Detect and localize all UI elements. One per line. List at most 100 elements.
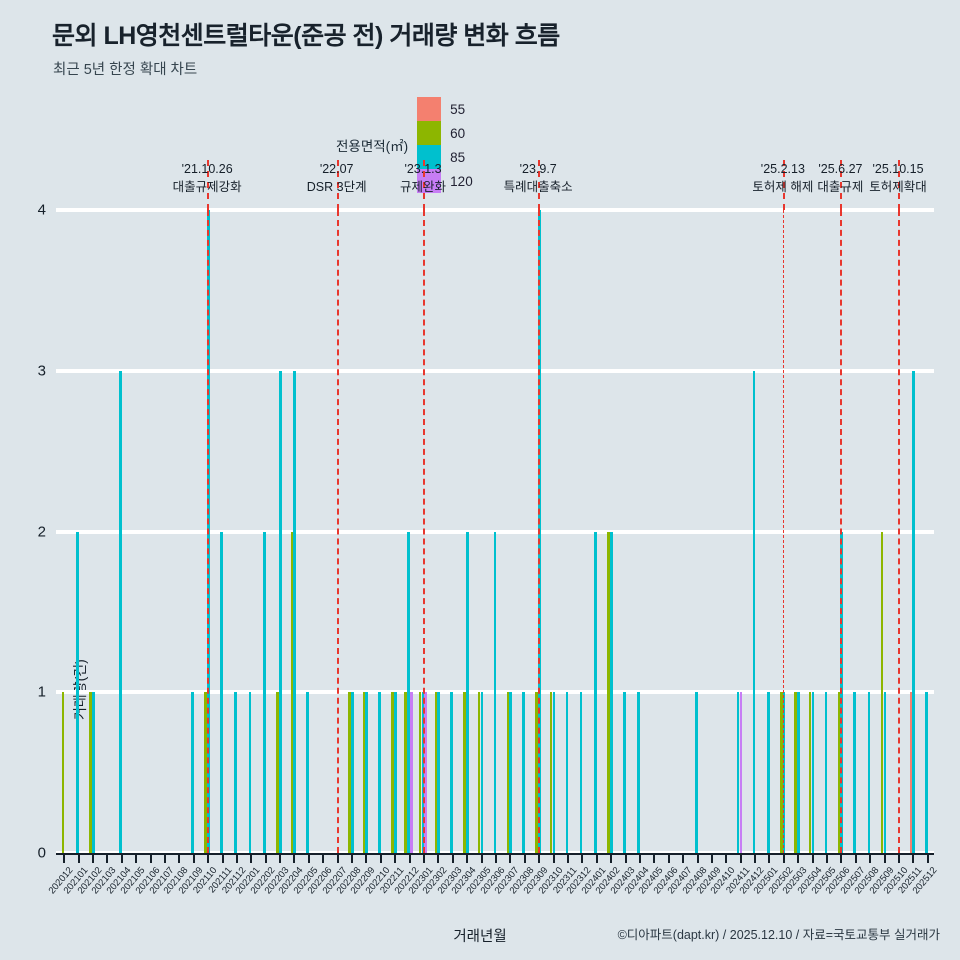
page-title: 문외 LH영천센트럴타운(준공 전) 거래량 변화 흐름 bbox=[52, 22, 560, 50]
x-tick bbox=[307, 853, 310, 863]
bar-202307-85[interactable] bbox=[509, 692, 512, 853]
x-tick bbox=[840, 853, 843, 863]
x-tick bbox=[552, 853, 555, 863]
bar-202212-120[interactable] bbox=[410, 692, 413, 853]
bar-202204-60[interactable] bbox=[290, 531, 294, 853]
bar-202504-85[interactable] bbox=[811, 692, 815, 853]
bar-202201-85[interactable] bbox=[248, 692, 252, 853]
bar-202511-85[interactable] bbox=[912, 370, 915, 853]
event-marker-line bbox=[782, 210, 784, 853]
bar-202502-85[interactable] bbox=[782, 692, 786, 853]
event-annotation: '23.1.3 규제완화 bbox=[400, 160, 446, 196]
bar-202208-60[interactable] bbox=[348, 692, 351, 853]
bar-202308-85[interactable] bbox=[522, 692, 525, 853]
x-tick bbox=[495, 853, 497, 863]
bar-202501-85[interactable] bbox=[767, 692, 770, 853]
event-annotation-text: 토허제확대 bbox=[869, 180, 927, 194]
bar-202212-85[interactable] bbox=[407, 531, 410, 853]
bar-202209-60[interactable] bbox=[362, 692, 366, 853]
bar-202212-60[interactable] bbox=[404, 692, 407, 853]
legend-item-120[interactable]: 120 bbox=[417, 169, 487, 193]
bar-202303-85[interactable] bbox=[450, 692, 453, 853]
bar-202506-60[interactable] bbox=[837, 692, 841, 853]
x-tick bbox=[883, 853, 886, 863]
x-tick bbox=[739, 853, 742, 863]
bar-202111-85[interactable] bbox=[220, 531, 223, 853]
page-subtitle: 최근 5년 한정 확대 차트 bbox=[53, 62, 198, 78]
bar-202209-85[interactable] bbox=[365, 692, 368, 853]
event-marker-stub bbox=[840, 160, 843, 210]
bar-202306-85[interactable] bbox=[493, 531, 497, 853]
event-annotation: '25.2.13 토허제 해제 bbox=[752, 160, 813, 196]
bar-202102-60[interactable] bbox=[89, 692, 92, 853]
y-tick-label: 3 bbox=[37, 362, 46, 380]
x-tick bbox=[106, 853, 109, 863]
bar-202502-60[interactable] bbox=[779, 692, 783, 853]
bar-202411-85[interactable] bbox=[736, 692, 740, 853]
bar-202310-85[interactable] bbox=[552, 692, 556, 853]
bar-202102-85[interactable] bbox=[91, 692, 95, 853]
bar-202402-85[interactable] bbox=[610, 531, 613, 853]
x-tick bbox=[379, 853, 382, 863]
bar-202211-60[interactable] bbox=[391, 692, 394, 853]
event-annotation-text: 토허제 해제 bbox=[752, 180, 814, 194]
bar-202307-60[interactable] bbox=[506, 692, 510, 853]
event-annotation-text: 특례대출축소 bbox=[503, 180, 573, 194]
x-tick bbox=[826, 853, 829, 863]
bar-202504-60[interactable] bbox=[808, 692, 812, 853]
bar-202110-60[interactable] bbox=[204, 692, 207, 853]
bar-202012-60[interactable] bbox=[61, 692, 65, 853]
bar-202211-85[interactable] bbox=[394, 692, 397, 853]
bar-202205-85[interactable] bbox=[306, 692, 309, 853]
legend-title: 전용면적(㎡) bbox=[336, 139, 409, 154]
y-tick-label: 4 bbox=[37, 201, 46, 219]
bar-202401-85[interactable] bbox=[594, 531, 597, 853]
bar-202301-60[interactable] bbox=[418, 692, 422, 853]
bar-202104-85[interactable] bbox=[119, 370, 122, 853]
legend-item-60[interactable]: 60 bbox=[417, 121, 487, 145]
bar-202505-85[interactable] bbox=[824, 692, 828, 853]
bar-202509-85[interactable] bbox=[883, 692, 887, 853]
bar-202402-60[interactable] bbox=[607, 531, 610, 853]
legend-item-85[interactable]: 85 bbox=[417, 145, 487, 169]
bar-202203-60[interactable] bbox=[276, 692, 279, 853]
bar-202403-85[interactable] bbox=[623, 692, 626, 853]
bar-202411-120[interactable] bbox=[739, 692, 743, 853]
bar-202503-85[interactable] bbox=[797, 692, 800, 853]
bar-202312-85[interactable] bbox=[579, 692, 583, 853]
bar-202101-85[interactable] bbox=[76, 531, 79, 853]
bar-202210-85[interactable] bbox=[378, 692, 381, 853]
bar-202309-60[interactable] bbox=[535, 692, 538, 853]
bar-202302-60[interactable] bbox=[434, 692, 438, 853]
bar-202203-85[interactable] bbox=[279, 370, 282, 853]
x-tick bbox=[322, 853, 325, 863]
bar-202301-120[interactable] bbox=[424, 692, 427, 853]
bar-202204-85[interactable] bbox=[293, 370, 297, 853]
bar-202503-60[interactable] bbox=[794, 692, 797, 853]
bar-202412-85[interactable] bbox=[752, 370, 756, 853]
bar-202109-85[interactable] bbox=[191, 692, 194, 853]
bar-202310-60[interactable] bbox=[549, 692, 553, 853]
bar-202208-85[interactable] bbox=[351, 692, 354, 853]
bar-202311-85[interactable] bbox=[565, 692, 569, 853]
bar-202507-85[interactable] bbox=[853, 692, 856, 853]
bar-202509-60[interactable] bbox=[880, 531, 884, 853]
x-tick bbox=[135, 853, 138, 863]
bar-202305-85[interactable] bbox=[480, 692, 484, 853]
bar-202508-85[interactable] bbox=[867, 692, 871, 853]
bar-202202-85[interactable] bbox=[263, 531, 266, 853]
bar-202305-60[interactable] bbox=[477, 692, 481, 853]
x-tick bbox=[423, 853, 426, 863]
bar-202511-55[interactable] bbox=[909, 692, 913, 853]
bar-202512-85[interactable] bbox=[925, 692, 928, 853]
legend-item-55[interactable]: 55 bbox=[417, 97, 487, 121]
x-tick bbox=[581, 853, 584, 863]
bar-202301-85[interactable] bbox=[421, 692, 425, 853]
bar-202112-85[interactable] bbox=[234, 692, 237, 853]
event-annotation: '25.10.15 토허제확대 bbox=[869, 160, 927, 196]
bar-202408-85[interactable] bbox=[695, 692, 698, 853]
bar-202404-85[interactable] bbox=[637, 692, 641, 853]
bar-202304-85[interactable] bbox=[466, 531, 469, 853]
bar-202302-85[interactable] bbox=[437, 692, 440, 853]
bar-202304-60[interactable] bbox=[463, 692, 466, 853]
